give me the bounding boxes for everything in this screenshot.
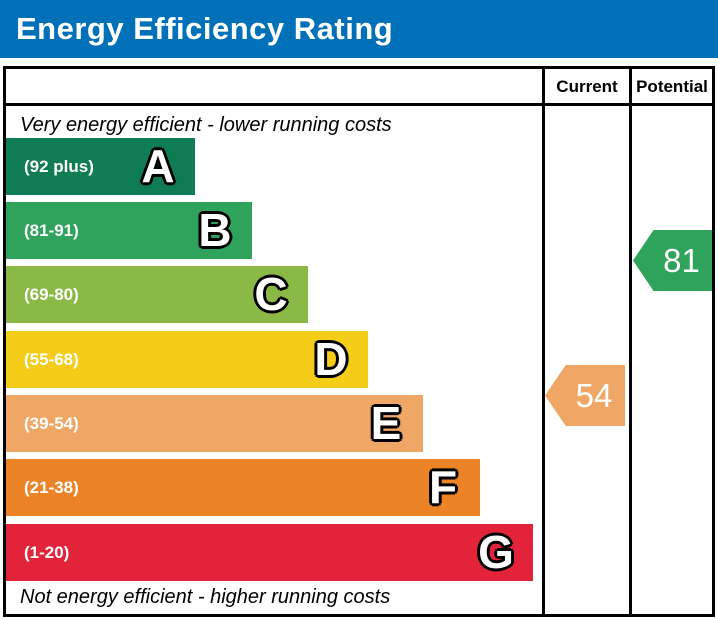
potential-column-divider: [629, 69, 632, 614]
band-row-c: (69-80) C: [6, 266, 308, 323]
band-row-a: (92 plus) A: [6, 138, 195, 195]
band-range-label: (55-68): [24, 349, 79, 369]
band-range-label: (69-80): [24, 284, 79, 304]
band-letter: C: [254, 268, 288, 320]
potential-rating-value: 81: [663, 241, 700, 279]
band-range-label: (39-54): [24, 413, 79, 433]
band-row-d: (55-68) D: [6, 331, 368, 388]
current-rating-value: 54: [575, 376, 613, 414]
band-row-f: (21-38) F: [6, 459, 480, 516]
rating-chart: Current Potential Very energy efficient …: [3, 66, 715, 617]
band-range-label: (21-38): [24, 477, 79, 497]
chart-header-row: [6, 69, 712, 106]
band-letter: A: [141, 140, 175, 192]
current-rating-arrow: 54: [545, 365, 625, 426]
band-letter: B: [198, 204, 232, 256]
band-range-label: (92 plus): [24, 156, 94, 176]
potential-rating-arrow: 81: [633, 230, 712, 291]
band-row-b: (81-91) B: [6, 202, 252, 259]
band-letter: G: [478, 526, 514, 578]
band-letter: D: [314, 333, 348, 385]
inefficient-note: Not energy efficient - higher running co…: [20, 586, 391, 608]
band-letter: E: [370, 397, 402, 449]
band-row-g: (1-20) G: [6, 524, 533, 581]
band-range-label: (81-91): [24, 220, 79, 240]
potential-column-header: Potential: [636, 77, 708, 96]
band-range-label: (1-20): [24, 542, 70, 562]
page-title: Energy Efficiency Rating: [16, 11, 394, 46]
efficient-note: Very energy efficient - lower running co…: [20, 114, 392, 136]
current-column-divider: [542, 69, 545, 614]
current-column-header: Current: [556, 77, 618, 96]
band-letter: F: [428, 461, 458, 513]
title-banner: Energy Efficiency Rating: [0, 0, 718, 58]
band-row-e: (39-54) E: [6, 395, 423, 452]
